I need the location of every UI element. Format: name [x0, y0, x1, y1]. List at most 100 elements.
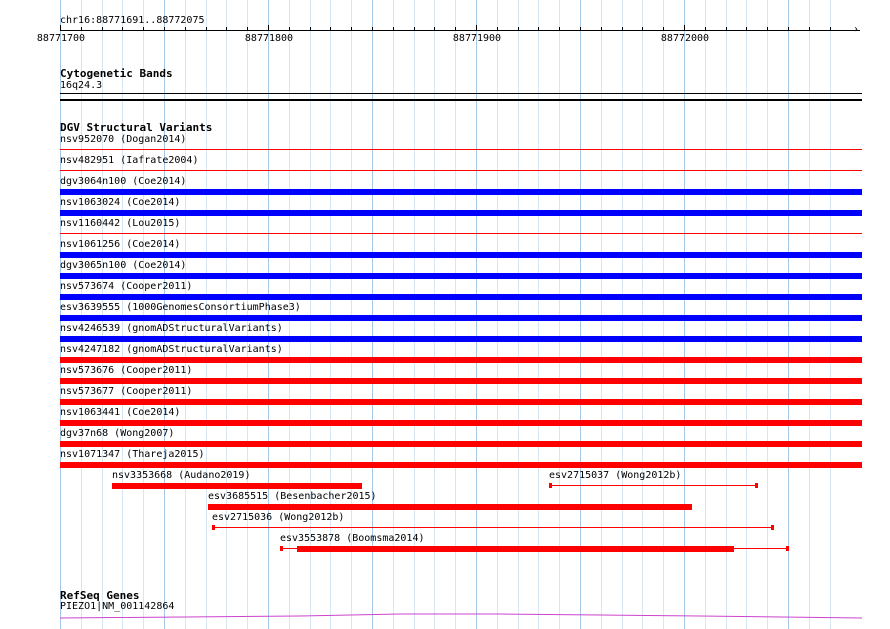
variant-bar[interactable]: [60, 252, 862, 258]
variant-bar[interactable]: [60, 210, 862, 216]
variant-end-cap: [549, 483, 552, 488]
gridline: [538, 0, 539, 629]
variant-label: nsv1061256 (Coe2014): [60, 239, 181, 250]
ruler-minor-tick: [497, 27, 498, 31]
ruler-minor-tick: [122, 27, 123, 31]
gridline: [289, 0, 290, 629]
ruler-minor-tick: [642, 27, 643, 31]
variant-line[interactable]: [549, 485, 757, 486]
gridline: [809, 0, 810, 629]
ruler-minor-tick: [143, 27, 144, 31]
ruler-minor-tick: [414, 27, 415, 31]
variant-bar[interactable]: [60, 294, 862, 300]
gridline: [746, 0, 747, 629]
ruler-minor-tick: [351, 27, 352, 31]
ruler-tick-label: 88771800: [244, 33, 294, 44]
gridline: [455, 0, 456, 629]
gridline: [102, 0, 103, 629]
variant-bar[interactable]: [60, 462, 862, 468]
gridline: [226, 0, 227, 629]
ruler-minor-tick: [226, 27, 227, 31]
gridline: [580, 0, 581, 629]
ruler-arrow-icon: ›: [853, 24, 860, 35]
variant-label: dgv3065n100 (Coe2014): [60, 260, 187, 271]
variant-bar[interactable]: [60, 273, 862, 279]
variant-label: nsv952070 (Dogan2014): [60, 134, 187, 145]
cytoband-line-top: [60, 93, 862, 94]
variant-bar[interactable]: [60, 336, 862, 342]
variant-bar[interactable]: [60, 233, 862, 234]
gridline: [122, 0, 123, 629]
ruler-major-tick: [476, 25, 477, 31]
gridline: [684, 0, 685, 629]
ruler-minor-tick: [164, 27, 165, 31]
variant-end-cap: [755, 483, 758, 488]
variant-label: esv2715037 (Wong2012b): [549, 470, 682, 481]
ruler-minor-tick: [830, 27, 831, 31]
gridline: [518, 0, 519, 629]
ruler-minor-tick: [726, 27, 727, 31]
variant-label: nsv573676 (Cooper2011): [60, 365, 193, 376]
cytoband-line-bottom: [60, 99, 862, 101]
gridline: [330, 0, 331, 629]
refseq-gene-feature[interactable]: [0, 610, 890, 629]
gene-exon-line: [59, 613, 863, 619]
gridline: [476, 0, 477, 629]
variant-label: dgv37n68 (Wong2007): [60, 428, 175, 439]
gridline: [434, 0, 435, 629]
variant-label: dgv3064n100 (Coe2014): [60, 176, 187, 187]
ruler-minor-tick: [372, 27, 373, 31]
ruler-tick-label: 88772000: [660, 33, 710, 44]
variant-bar[interactable]: [60, 189, 862, 195]
ruler-minor-tick: [81, 27, 82, 31]
gridline: [164, 0, 165, 629]
ruler-minor-tick: [559, 27, 560, 31]
cytoband-track-title: Cytogenetic Bands: [60, 67, 173, 80]
gridline: [705, 0, 706, 629]
dgv-track-title: DGV Structural Variants: [60, 121, 213, 134]
gridline: [622, 0, 623, 629]
variant-bar[interactable]: [60, 420, 862, 426]
ruler-minor-tick: [102, 27, 103, 31]
variant-label: nsv4247182 (gnomADStructuralVariants): [60, 344, 283, 355]
variant-label: nsv482951 (Iafrate2004): [60, 155, 199, 166]
gridline: [663, 0, 664, 629]
variant-label: nsv1063441 (Coe2014): [60, 407, 181, 418]
variant-bar[interactable]: [112, 483, 362, 489]
gridline: [726, 0, 727, 629]
variant-bar[interactable]: [60, 170, 862, 171]
gridline: [601, 0, 602, 629]
variant-line[interactable]: [212, 527, 773, 528]
refseq-gene-label: PIEZO1|NM_001142864: [60, 601, 175, 612]
ruler-minor-tick: [247, 27, 248, 31]
variant-end-cap: [212, 525, 215, 530]
ruler-minor-tick: [538, 27, 539, 31]
variant-label: esv3553878 (Boomsma2014): [280, 533, 425, 544]
variant-end-cap: [771, 525, 774, 530]
ruler-major-tick: [60, 25, 61, 31]
variant-label: esv3639555 (1000GenomesConsortiumPhase3): [60, 302, 301, 313]
variant-bar[interactable]: [60, 378, 862, 384]
ruler-minor-tick: [788, 27, 789, 31]
gridline: [60, 0, 61, 629]
variant-bar[interactable]: [60, 315, 862, 321]
ruler-minor-tick: [289, 27, 290, 31]
gridline: [497, 0, 498, 629]
variant-bar[interactable]: [60, 149, 862, 150]
ruler-minor-tick: [622, 27, 623, 31]
variant-label: nsv4246539 (gnomADStructuralVariants): [60, 323, 283, 334]
ruler-region: chr16:88771691..88772075: [60, 15, 205, 26]
cytoband-label: 16q24.3: [60, 80, 103, 91]
variant-bar[interactable]: [60, 357, 862, 363]
ruler-minor-tick: [705, 27, 706, 31]
gridline: [206, 0, 207, 629]
variant-bar[interactable]: [60, 399, 862, 405]
gridline: [351, 0, 352, 629]
ruler-minor-tick: [310, 27, 311, 31]
variant-label: nsv1063024 (Coe2014): [60, 197, 181, 208]
variant-bar[interactable]: [297, 546, 734, 552]
variant-bar[interactable]: [208, 504, 692, 510]
gridline: [247, 0, 248, 629]
variant-bar[interactable]: [60, 441, 862, 447]
